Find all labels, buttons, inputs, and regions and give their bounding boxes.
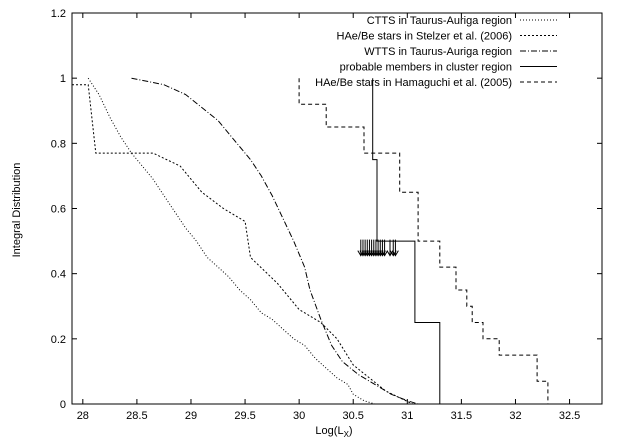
x-tick-label: 32.5 xyxy=(559,410,580,422)
x-tick-label: 30.5 xyxy=(343,410,364,422)
y-tick-label: 0.6 xyxy=(51,204,66,216)
upper-limit-arrows xyxy=(357,239,399,257)
plot-border xyxy=(71,12,603,405)
x-tick-label: 32 xyxy=(509,410,521,422)
legend-label-3: WTTS in Taurus-Auriga region xyxy=(364,46,512,58)
y-tick-label: 0.2 xyxy=(51,334,66,346)
series-line-2 xyxy=(72,84,413,405)
upper-limit-arrow xyxy=(391,239,399,257)
y-tick-label: 1 xyxy=(60,73,66,85)
y-tick-label: 1.2 xyxy=(51,8,66,20)
series-layer xyxy=(72,77,549,405)
y-axis-label: Integral Distribution xyxy=(11,163,23,258)
x-axis-label-sub: X xyxy=(344,430,350,439)
legend: CTTS in Taurus-Auriga region HAe/Be stars… xyxy=(315,15,557,89)
x-tick-label: 30 xyxy=(293,410,305,422)
plot-frame xyxy=(71,12,603,405)
upper-limit-arrow xyxy=(381,239,389,257)
x-axis-label-close: ) xyxy=(349,425,353,437)
y-tick-label: 0.4 xyxy=(51,269,66,281)
legend-label-2: HAe/Be stars in Stelzer et al. (2006) xyxy=(337,31,512,43)
x-axis-label-main: Log(L xyxy=(315,425,343,437)
axis-ticks: 28 28.5 29 29.5 30 30.5 31 31.5 32 32.5 0 0.2 0.4 0.6… xyxy=(51,8,602,422)
x-tick-label: 31.5 xyxy=(451,410,472,422)
x-axis-label: Log(LX) xyxy=(315,425,352,439)
x-tick-label: 28.5 xyxy=(126,410,147,422)
legend-label-1: CTTS in Taurus-Auriga region xyxy=(367,15,512,27)
x-tick-label: 31 xyxy=(401,410,413,422)
y-tick-label: 0.8 xyxy=(51,138,66,150)
x-tick-label: 29 xyxy=(185,410,197,422)
upper-limit-arrow xyxy=(386,239,394,257)
series-line-5 xyxy=(298,78,549,404)
series-line-1 xyxy=(87,77,376,405)
x-tick-label: 29.5 xyxy=(234,410,255,422)
x-tick-label: 28 xyxy=(77,410,89,422)
legend-label-4: probable members in cluster region xyxy=(340,62,512,74)
series-line-3 xyxy=(131,77,419,405)
y-tick-label: 0 xyxy=(60,399,66,411)
legend-label-5: HAe/Be stars in Hamaguchi et al. (2005) xyxy=(315,77,512,89)
